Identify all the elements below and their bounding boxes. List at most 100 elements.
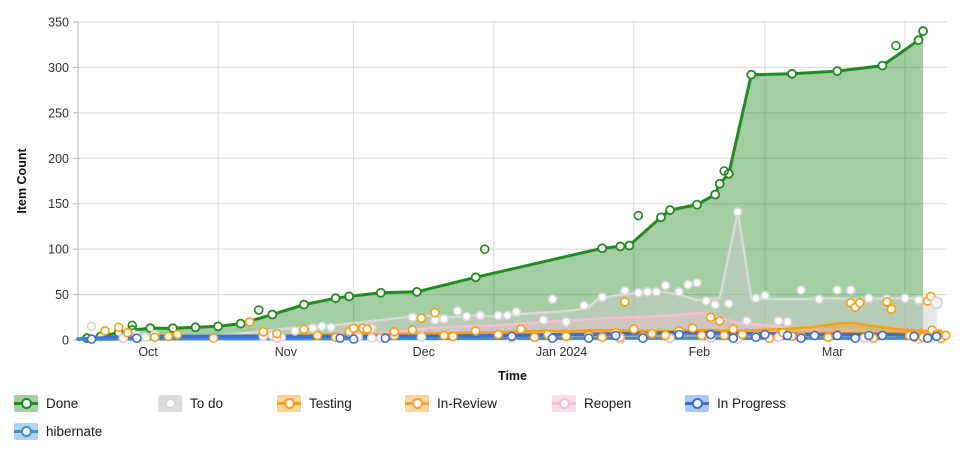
- scatter-point-in-progress: [864, 330, 874, 341]
- scatter-point-done: [253, 305, 264, 315]
- series-vertex-marker-done: [832, 66, 843, 76]
- scatter-point-to-do: [683, 279, 693, 290]
- timeline-chart[interactable]: 0 50 100 150 200 250 300 350 Oct Nov Dec Jan 2024 Fe…: [0, 0, 960, 388]
- scatter-point-testing: [470, 326, 481, 336]
- scatter-point-to-do: [290, 326, 300, 336]
- scatter-point-in-progress: [674, 329, 684, 340]
- scatter-point-testing: [696, 330, 707, 341]
- scatter-point-to-do: [845, 285, 856, 295]
- scatter-point-testing: [687, 323, 698, 333]
- series-vertex-marker-done: [692, 199, 703, 210]
- scatter-point-to-do: [732, 207, 743, 217]
- scatter-point-testing: [416, 313, 427, 323]
- scatter-point-to-do: [642, 287, 653, 297]
- series-vertex-marker-done: [168, 323, 178, 334]
- x-tick-label: Feb: [689, 345, 711, 359]
- scatter-point-testing: [244, 317, 255, 327]
- scatter-point-testing: [448, 331, 458, 342]
- y-tick-label: 250: [48, 106, 69, 120]
- scatter-point-testing: [737, 329, 748, 340]
- scatter-point-testing: [620, 297, 630, 307]
- scatter-point-testing: [855, 297, 865, 308]
- hibernate-series-swatch-icon: [14, 423, 38, 440]
- scatter-point-to-do: [461, 311, 472, 322]
- scatter-point-to-do: [633, 287, 644, 298]
- series-vertex-marker-done: [918, 26, 928, 36]
- scatter-point-to-do: [900, 293, 910, 304]
- series-vertex-marker-done: [213, 321, 223, 332]
- scatter-point-to-do: [416, 332, 427, 343]
- scatter-point-in-progress: [131, 333, 142, 343]
- scatter-point-to-do: [475, 310, 486, 321]
- scatter-point-in-progress: [796, 333, 806, 343]
- scatter-point-in-progress: [705, 329, 716, 340]
- scatter-point-testing: [113, 322, 124, 333]
- series-vertex-marker-done: [787, 68, 797, 79]
- scatter-point-testing: [597, 332, 608, 343]
- scatter-point-to-do: [751, 293, 761, 304]
- scatter-point-testing: [150, 332, 160, 343]
- scatter-point-testing: [362, 324, 373, 334]
- scatter-point-in-progress: [751, 332, 761, 343]
- series-vertex-marker-done: [190, 322, 201, 333]
- testing-series-swatch-icon: [277, 395, 301, 412]
- scatter-point-to-do: [782, 317, 793, 327]
- scatter-point-testing: [348, 323, 359, 333]
- scatter-point-to-do: [760, 290, 770, 301]
- scatter-point-in-progress: [909, 331, 919, 342]
- y-tick-label: 100: [48, 243, 69, 257]
- legend-label: In-Review: [437, 396, 498, 411]
- series-vertex-marker-done: [344, 291, 355, 302]
- series-vertex-marker-done: [470, 272, 481, 283]
- legend-item-hibernate[interactable]: hibernate: [14, 423, 102, 440]
- scatter-point-done: [127, 320, 138, 331]
- scatter-point-to-do: [140, 332, 151, 343]
- scatter-point-in-progress: [931, 331, 942, 342]
- scatter-point-in-progress: [728, 333, 739, 343]
- legend-item-in-review[interactable]: In-Review: [405, 395, 497, 412]
- y-tick-label: 0: [62, 334, 69, 348]
- scatter-point-to-do: [710, 299, 720, 310]
- to-do-series-swatch-icon: [158, 395, 182, 412]
- y-tick-label: 350: [48, 16, 69, 30]
- legend-item-in-progress[interactable]: In Progress: [685, 395, 786, 412]
- scatter-point-to-do: [538, 315, 549, 325]
- in-progress-series-swatch-icon: [685, 395, 709, 412]
- scatter-point-in-review: [208, 333, 219, 343]
- scatter-point-in-progress: [610, 330, 621, 341]
- scatter-point-testing: [407, 325, 418, 335]
- scatter-point-to-do: [511, 307, 522, 317]
- legend-item-reopen[interactable]: Reopen: [552, 395, 631, 412]
- scatter-point-in-progress: [850, 333, 861, 343]
- scatter-point-to-do: [597, 292, 608, 303]
- scatter-point-testing: [714, 316, 725, 326]
- scatter-point-testing: [389, 327, 400, 337]
- x-tick-label: Nov: [275, 345, 298, 359]
- chart-legend: Done To do Testing In-Review Reopen In P…: [0, 390, 960, 460]
- y-tick-label: 200: [48, 152, 69, 166]
- series-vertex-marker-done: [710, 189, 721, 200]
- legend-item-to-do[interactable]: To do: [158, 395, 223, 412]
- series-vertex-marker-done: [597, 243, 608, 254]
- scatter-point-testing: [430, 307, 440, 318]
- scatter-point-in-progress: [335, 333, 345, 343]
- scatter-point-testing: [516, 324, 526, 334]
- scatter-point-to-do: [864, 293, 874, 304]
- y-tick-label: 300: [48, 61, 69, 75]
- scatter-point-testing: [439, 330, 449, 341]
- series-vertex-marker-done: [145, 323, 156, 334]
- scatter-point-to-do: [620, 286, 630, 296]
- series-vertex-marker-done: [235, 318, 246, 329]
- scatter-point-to-do: [692, 277, 702, 288]
- scatter-point-testing: [529, 332, 540, 343]
- legend-item-testing[interactable]: Testing: [277, 395, 352, 412]
- scatter-point-in-progress: [832, 330, 843, 341]
- y-tick-label: 50: [55, 288, 69, 302]
- y-tick-label: 150: [48, 197, 69, 211]
- scatter-point-to-do: [561, 317, 571, 327]
- legend-item-done[interactable]: Done: [14, 395, 78, 412]
- series-vertex-marker-done: [615, 241, 626, 252]
- scatter-point-in-progress: [809, 330, 820, 341]
- scatter-point-in-progress: [922, 333, 933, 343]
- x-tick-label: Oct: [138, 345, 158, 359]
